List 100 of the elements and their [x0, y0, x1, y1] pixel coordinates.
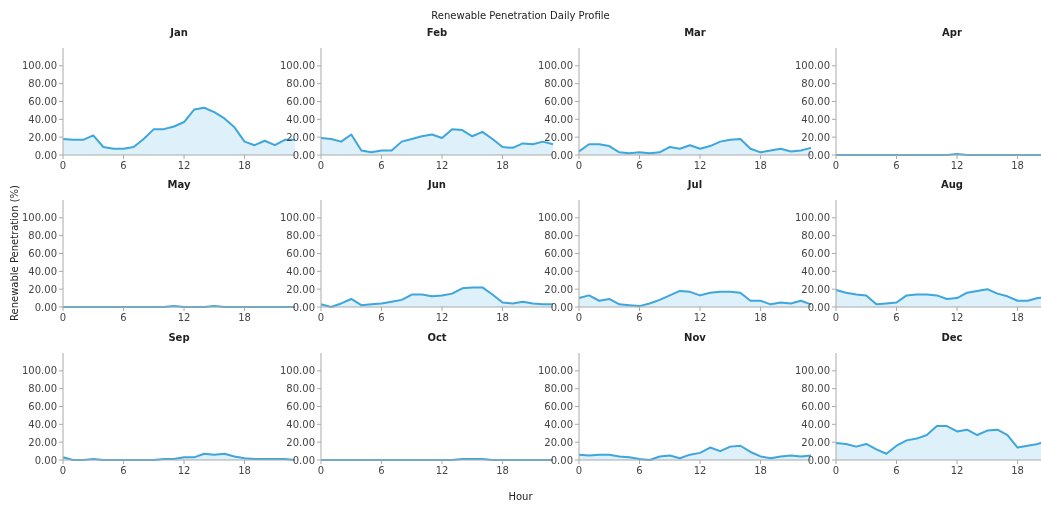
y-tick-label: 0.00 [550, 454, 573, 466]
y-tick-label: 20.00 [28, 436, 57, 448]
x-tick-label: 6 [636, 312, 643, 323]
x-tick-label: 0 [575, 465, 583, 476]
y-tick-label: 80.00 [28, 78, 57, 90]
x-tick-label: 6 [893, 465, 900, 476]
x-tick-label: 18 [754, 312, 767, 323]
y-tick-label: 20.00 [801, 436, 830, 448]
y-tick-label: 80.00 [544, 383, 573, 395]
y-tick-label: 80.00 [801, 230, 830, 242]
y-tick-label: 100.00 [538, 60, 573, 72]
y-tick-label: 20.00 [286, 283, 315, 295]
y-tick-label: 60.00 [286, 401, 315, 412]
y-tick-label: 60.00 [544, 248, 573, 259]
chart-title: Mar [684, 27, 706, 38]
x-tick-label: 0 [832, 160, 840, 171]
x-tick-label: 0 [832, 465, 840, 476]
x-tick-label: 18 [238, 465, 251, 476]
x-tick-label: 12 [177, 160, 191, 171]
y-tick-label: 20.00 [544, 131, 573, 143]
y-tick-label: 80.00 [544, 78, 573, 90]
x-tick-label: 0 [59, 465, 67, 476]
y-tick-label: 20.00 [286, 436, 315, 448]
y-tick-label: 100.00 [22, 365, 57, 377]
x-tick-label: 18 [1011, 312, 1024, 323]
y-tick-label: 40.00 [544, 265, 573, 277]
x-tick-label: 18 [1011, 160, 1024, 171]
y-tick-label: 40.00 [28, 418, 57, 430]
x-tick-label: 12 [693, 312, 707, 323]
chart-title: May [167, 179, 191, 190]
y-tick-label: 20.00 [544, 283, 573, 295]
x-tick-label: 18 [1011, 465, 1024, 476]
y-tick-label: 40.00 [801, 113, 830, 125]
x-tick-label: 6 [893, 160, 900, 171]
y-tick-label: 40.00 [28, 265, 57, 277]
y-tick-label: 20.00 [544, 436, 573, 448]
y-tick-label: 0.00 [292, 301, 315, 313]
y-tick-label: 80.00 [544, 230, 573, 242]
chart-title: Aug [940, 179, 964, 190]
y-tick-label: 60.00 [801, 401, 830, 412]
y-tick-label: 20.00 [28, 283, 57, 295]
y-tick-label: 0.00 [292, 149, 315, 161]
chart-title: Nov [684, 332, 707, 343]
x-tick-label: 0 [832, 312, 840, 323]
y-tick-label: 100.00 [22, 60, 57, 72]
x-tick-label: 12 [950, 160, 964, 171]
chart-title: Oct [427, 332, 447, 343]
y-tick-label: 40.00 [286, 113, 315, 125]
y-tick-label: 100.00 [538, 365, 573, 377]
chart-title: Jan [169, 27, 188, 38]
y-tick-label: 60.00 [801, 248, 830, 259]
x-tick-label: 12 [693, 160, 707, 171]
x-tick-label: 0 [59, 312, 67, 323]
chart-title: Jul [686, 179, 703, 190]
x-tick-label: 12 [693, 465, 707, 476]
y-tick-label: 60.00 [801, 96, 830, 107]
y-tick-label: 40.00 [801, 265, 830, 277]
y-tick-label: 100.00 [280, 212, 315, 224]
x-tick-label: 12 [950, 312, 964, 323]
x-tick-label: 12 [177, 465, 191, 476]
y-tick-label: 0.00 [807, 454, 830, 466]
y-tick-label: 40.00 [801, 418, 830, 430]
chart-title: Jun [427, 179, 446, 190]
x-tick-label: 0 [317, 160, 325, 171]
x-tick-label: 0 [317, 312, 325, 323]
y-tick-label: 60.00 [544, 96, 573, 107]
y-tick-label: 100.00 [280, 60, 315, 72]
y-tick-label: 80.00 [28, 383, 57, 395]
x-tick-label: 12 [177, 312, 191, 323]
y-tick-label: 60.00 [544, 401, 573, 412]
y-tick-label: 60.00 [28, 401, 57, 412]
x-tick-label: 6 [120, 465, 127, 476]
y-tick-label: 20.00 [801, 131, 830, 143]
x-tick-label: 18 [496, 465, 509, 476]
y-tick-label: 0.00 [550, 301, 573, 313]
x-tick-label: 12 [950, 465, 964, 476]
x-tick-label: 0 [575, 312, 583, 323]
y-tick-label: 100.00 [538, 212, 573, 224]
y-tick-label: 20.00 [28, 131, 57, 143]
y-tick-label: 80.00 [801, 383, 830, 395]
y-tick-label: 80.00 [801, 78, 830, 90]
x-tick-label: 6 [120, 160, 127, 171]
y-tick-label: 100.00 [795, 212, 830, 224]
x-tick-label: 0 [317, 465, 325, 476]
y-tick-label: 40.00 [286, 265, 315, 277]
x-axis-title: Hour [508, 491, 534, 502]
y-tick-label: 80.00 [286, 78, 315, 90]
y-tick-label: 60.00 [286, 96, 315, 107]
x-tick-label: 6 [120, 312, 127, 323]
y-tick-label: 80.00 [286, 383, 315, 395]
x-tick-label: 0 [575, 160, 583, 171]
y-tick-label: 0.00 [292, 454, 315, 466]
y-axis-title: Renewable Penetration (%) [9, 184, 20, 322]
y-tick-label: 40.00 [544, 113, 573, 125]
chart-title: Dec [941, 332, 963, 343]
x-tick-label: 18 [238, 160, 251, 171]
y-tick-label: 80.00 [28, 230, 57, 242]
y-tick-label: 0.00 [550, 149, 573, 161]
x-tick-label: 12 [435, 465, 449, 476]
y-tick-label: 60.00 [28, 248, 57, 259]
